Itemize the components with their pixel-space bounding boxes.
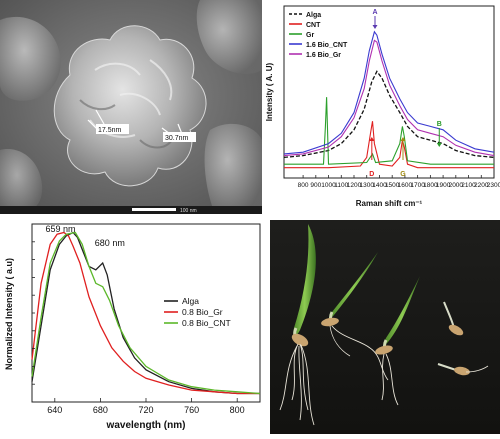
raman-annotation-label-2: D — [369, 171, 374, 178]
seedling-3 — [375, 276, 420, 406]
sem-micrograph-panel: 17.5nm 30.7nm 100 nm — [0, 0, 262, 214]
sem-background-particle — [204, 123, 262, 214]
raman-chart: 800 900 1000110012001300140015001600170018… — [262, 0, 500, 214]
raman-x-tick-label: 800 — [298, 182, 309, 189]
sem-info-bar — [0, 206, 262, 214]
raman-legend-label-1: CNT — [306, 22, 321, 29]
sem-background-particle — [0, 149, 43, 214]
seedling-4 — [443, 301, 464, 336]
raman-x-tick-label: 900 — [310, 182, 321, 189]
pl-series-line-0 — [31, 231, 260, 395]
raman-x-tick-label: 1000 — [321, 182, 336, 189]
seedling-5 — [437, 363, 489, 376]
seedlings-photo — [270, 220, 500, 434]
pl-x-tick-label: 680 — [93, 405, 108, 415]
raman-legend-label-4: 1.6 Bio_Gr — [306, 52, 341, 59]
sem-main-particle — [53, 25, 207, 187]
raman-legend: Alga CNT Gr 1.6 Bio_CNT 1.6 Bio_Gr — [289, 12, 348, 59]
raman-annotation-arrowhead-3 — [400, 137, 406, 141]
pl-x-tick-label: 640 — [47, 405, 62, 415]
raman-annotation-label-1: B — [437, 121, 442, 128]
measurement-marker-2: 30.7nm — [161, 123, 196, 142]
pl-series-line-1 — [31, 231, 260, 395]
raman-x-tick-label: 1900 — [436, 182, 451, 189]
raman-x-tick-label: 1800 — [423, 182, 438, 189]
raman-x-tick-label: 1300 — [359, 182, 374, 189]
raman-x-tick-label: 1100 — [334, 182, 348, 189]
pl-y-axis-label: Normalized Intensity ( a.u) — [4, 258, 14, 370]
seedling-1 — [279, 224, 316, 426]
pl-x-tick-label: 720 — [138, 405, 153, 415]
raman-x-axis-label: Raman shift cm⁻¹ — [356, 199, 423, 208]
pl-peak-label-0: 659 nm — [45, 224, 75, 234]
raman-annotation-label-0: A — [372, 9, 377, 16]
raman-series-line-2 — [284, 97, 494, 165]
sem-background-particle — [196, 0, 262, 74]
pl-chart-panel: 640 680 720 760 800 659 nm 680 nm wavelength … — [0, 214, 268, 434]
pl-x-tick-label: 800 — [230, 405, 245, 415]
raman-annotation-arrowhead-0 — [372, 25, 378, 29]
raman-annotation-label-3: G — [400, 171, 406, 178]
raman-series-line-3 — [283, 30, 495, 155]
raman-annotation-arrowhead-1 — [436, 143, 442, 147]
raman-x-tick-label: 2000 — [449, 182, 464, 189]
raman-x-tick-label: 1600 — [398, 182, 413, 189]
sem-particle-shadow — [79, 99, 173, 149]
raman-plot-frame — [283, 5, 495, 179]
scale-bar — [132, 208, 176, 211]
pl-chart: 640 680 720 760 800 659 nm 680 nm wavelength … — [0, 214, 268, 434]
measurement-marker-1: 17.5nm — [87, 109, 129, 134]
raman-x-tick-label: 1200 — [347, 182, 362, 189]
raman-x-tick-label: 2300 — [487, 182, 500, 189]
pl-legend-label-1: 0.8 Bio_Gr — [182, 307, 223, 317]
seedlings-photo-panel — [270, 220, 500, 434]
raman-x-tick-label: 1500 — [385, 182, 400, 189]
raman-chart-panel: 800 900 1000 1100 1200 1300 1400 1500 1600 1700 18… — [262, 0, 500, 214]
sem-particle-ridge — [89, 59, 173, 138]
raman-annotation-arrowhead-2 — [369, 137, 375, 141]
raman-series-line-4 — [283, 39, 495, 157]
raman-x-tick-label: 1400 — [372, 182, 387, 189]
pl-x-tick-label: 760 — [184, 405, 199, 415]
raman-x-tick-label: 1700 — [410, 182, 425, 189]
raman-y-axis-label: Intensity ( A. U) — [265, 62, 274, 121]
pl-legend-label-0: Alga — [182, 296, 199, 306]
raman-legend-label-3: 1.6 Bio_CNT — [306, 42, 348, 49]
pl-x-axis-label: wavelength (nm) — [106, 420, 186, 431]
measurement-label-2: 30.7nm — [165, 135, 189, 142]
pl-legend-label-2: 0.8 Bio_CNT — [182, 318, 231, 328]
sem-image: 17.5nm 30.7nm 100 nm — [0, 0, 262, 214]
raman-x-tick-label: 2100 — [461, 182, 476, 189]
raman-legend-label-2: Gr — [306, 32, 314, 39]
seedling-2 — [321, 252, 389, 381]
raman-legend-label-0: Alga — [306, 12, 321, 19]
pl-peak-label-1: 680 nm — [95, 238, 125, 248]
measurement-label-1: 17.5nm — [98, 127, 122, 134]
raman-x-tick-label: 2200 — [474, 182, 489, 189]
sem-background-particle — [0, 16, 61, 101]
raman-series-line-0 — [283, 70, 495, 159]
pl-series-line-2 — [31, 231, 261, 395]
scale-bar-label: 100 nm — [180, 208, 197, 214]
